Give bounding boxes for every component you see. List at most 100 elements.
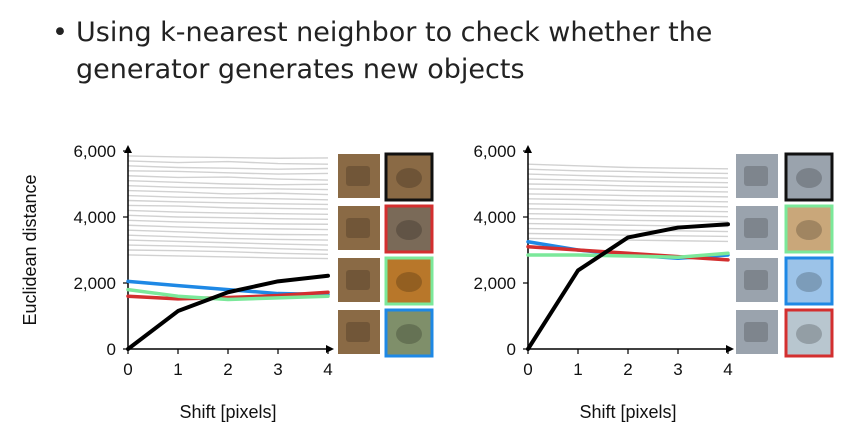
x-axis-label: Shift [pixels] <box>579 402 676 422</box>
background-series-line <box>527 193 729 198</box>
series-line <box>526 251 730 260</box>
match-thumbnail <box>384 152 434 202</box>
query-thumbnail <box>736 310 778 354</box>
query-thumbnail-object <box>346 270 370 290</box>
y-tick-label: 0 <box>107 340 116 359</box>
background-series-line <box>527 198 729 203</box>
query-thumbnail-image <box>736 154 778 198</box>
background-series-line <box>127 170 329 175</box>
query-thumbnail-object <box>744 322 768 342</box>
match-thumbnail-image <box>784 204 834 254</box>
y-tick-label: 6,000 <box>473 142 516 161</box>
y-tick-label: 2,000 <box>73 274 116 293</box>
x-axis-arrow <box>726 345 734 353</box>
background-series-line <box>527 173 729 179</box>
x-tick-label: 3 <box>273 360 282 379</box>
y-tick-label: 6,000 <box>73 142 116 161</box>
y-tick-label: 4,000 <box>73 208 116 227</box>
match-thumbnail-image <box>384 204 434 254</box>
y-axis-label: Euclidean distance <box>20 174 40 325</box>
query-thumbnail <box>338 258 380 302</box>
background-series-line <box>127 184 329 191</box>
background-series-line <box>127 234 329 241</box>
background-series-line <box>127 180 329 186</box>
query-thumbnail <box>338 154 380 198</box>
match-thumbnail-object <box>396 272 422 292</box>
query-thumbnail-image <box>736 310 778 354</box>
background-series-line <box>527 168 729 175</box>
match-thumbnail <box>784 308 834 358</box>
query-thumbnail-object <box>744 218 768 238</box>
query-thumbnail-image <box>338 310 380 354</box>
background-series-line <box>127 194 329 201</box>
match-thumbnail-object <box>396 220 422 240</box>
bullet-mark: • <box>52 17 68 48</box>
x-tick-label: 1 <box>573 360 582 379</box>
background-series-line <box>127 254 329 260</box>
background-series-line <box>127 239 329 246</box>
background-series-line <box>127 175 329 181</box>
background-series-line <box>127 214 329 221</box>
background-series-line <box>127 249 329 255</box>
background-series-line <box>527 208 729 213</box>
x-tick-label: 4 <box>323 360 332 379</box>
match-thumbnail <box>784 204 834 254</box>
x-tick-label: 2 <box>223 360 232 379</box>
x-tick-label: 0 <box>523 360 532 379</box>
query-thumbnail <box>338 310 380 354</box>
background-series-line <box>527 183 729 188</box>
background-series-line <box>527 217 729 223</box>
query-thumbnail-image <box>736 258 778 302</box>
background-series-line <box>527 213 729 218</box>
match-thumbnail-image <box>784 256 834 306</box>
chart-panel-2: 0 1 2 3 4 0 2,000 4,000 6,000 Shift [pixels] <box>473 142 834 422</box>
match-thumbnail <box>784 256 834 306</box>
query-thumbnail-object <box>346 166 370 186</box>
background-series-line <box>127 189 329 196</box>
background-series-line <box>127 165 329 170</box>
series-line <box>126 290 330 301</box>
background-series-line <box>527 227 729 233</box>
background-series-line <box>527 232 729 238</box>
match-thumbnail-image <box>384 256 434 306</box>
background-series-line <box>127 244 329 251</box>
match-thumbnail-object <box>796 324 822 344</box>
query-thumbnail-object <box>744 166 768 186</box>
slide-bullet: • Using k-nearest neighbor to check whet… <box>52 14 852 88</box>
match-thumbnail-object <box>396 168 422 188</box>
query-thumbnail-object <box>346 218 370 238</box>
background-series-line <box>127 219 329 225</box>
match-thumbnail-image <box>784 308 834 358</box>
match-thumbnail <box>384 308 434 358</box>
background-series-line <box>127 229 329 236</box>
background-series-line <box>527 188 729 193</box>
query-thumbnail <box>338 206 380 250</box>
background-series-line <box>127 224 329 231</box>
background-series-line <box>527 178 729 184</box>
query-thumbnail <box>736 258 778 302</box>
x-tick-label: 1 <box>173 360 182 379</box>
query-thumbnail-image <box>338 258 380 302</box>
query-thumbnail <box>736 206 778 250</box>
background-series-line <box>127 199 329 206</box>
series-line <box>526 222 730 351</box>
y-tick-label: 0 <box>507 340 516 359</box>
match-thumbnail <box>384 256 434 306</box>
background-series-line <box>127 160 329 165</box>
match-thumbnail-image <box>784 152 834 202</box>
query-thumbnail-image <box>736 206 778 250</box>
y-axis-arrow <box>124 145 132 153</box>
y-tick-label: 4,000 <box>473 208 516 227</box>
series-line <box>126 287 330 302</box>
match-thumbnail-image <box>384 308 434 358</box>
series-line <box>126 273 330 351</box>
match-thumbnail-image <box>384 152 434 202</box>
query-thumbnail-image <box>338 206 380 250</box>
y-axis-arrow <box>524 145 532 153</box>
x-tick-label: 2 <box>623 360 632 379</box>
bullet-text: Using k-nearest neighbor to check whethe… <box>76 17 713 85</box>
match-thumbnail <box>784 152 834 202</box>
chart-panel-1: 0 1 2 3 4 0 2,000 4,000 6,000 Shift [pixels] Eucli… <box>20 142 434 422</box>
query-thumbnail-object <box>744 270 768 290</box>
x-tick-label: 0 <box>123 360 132 379</box>
